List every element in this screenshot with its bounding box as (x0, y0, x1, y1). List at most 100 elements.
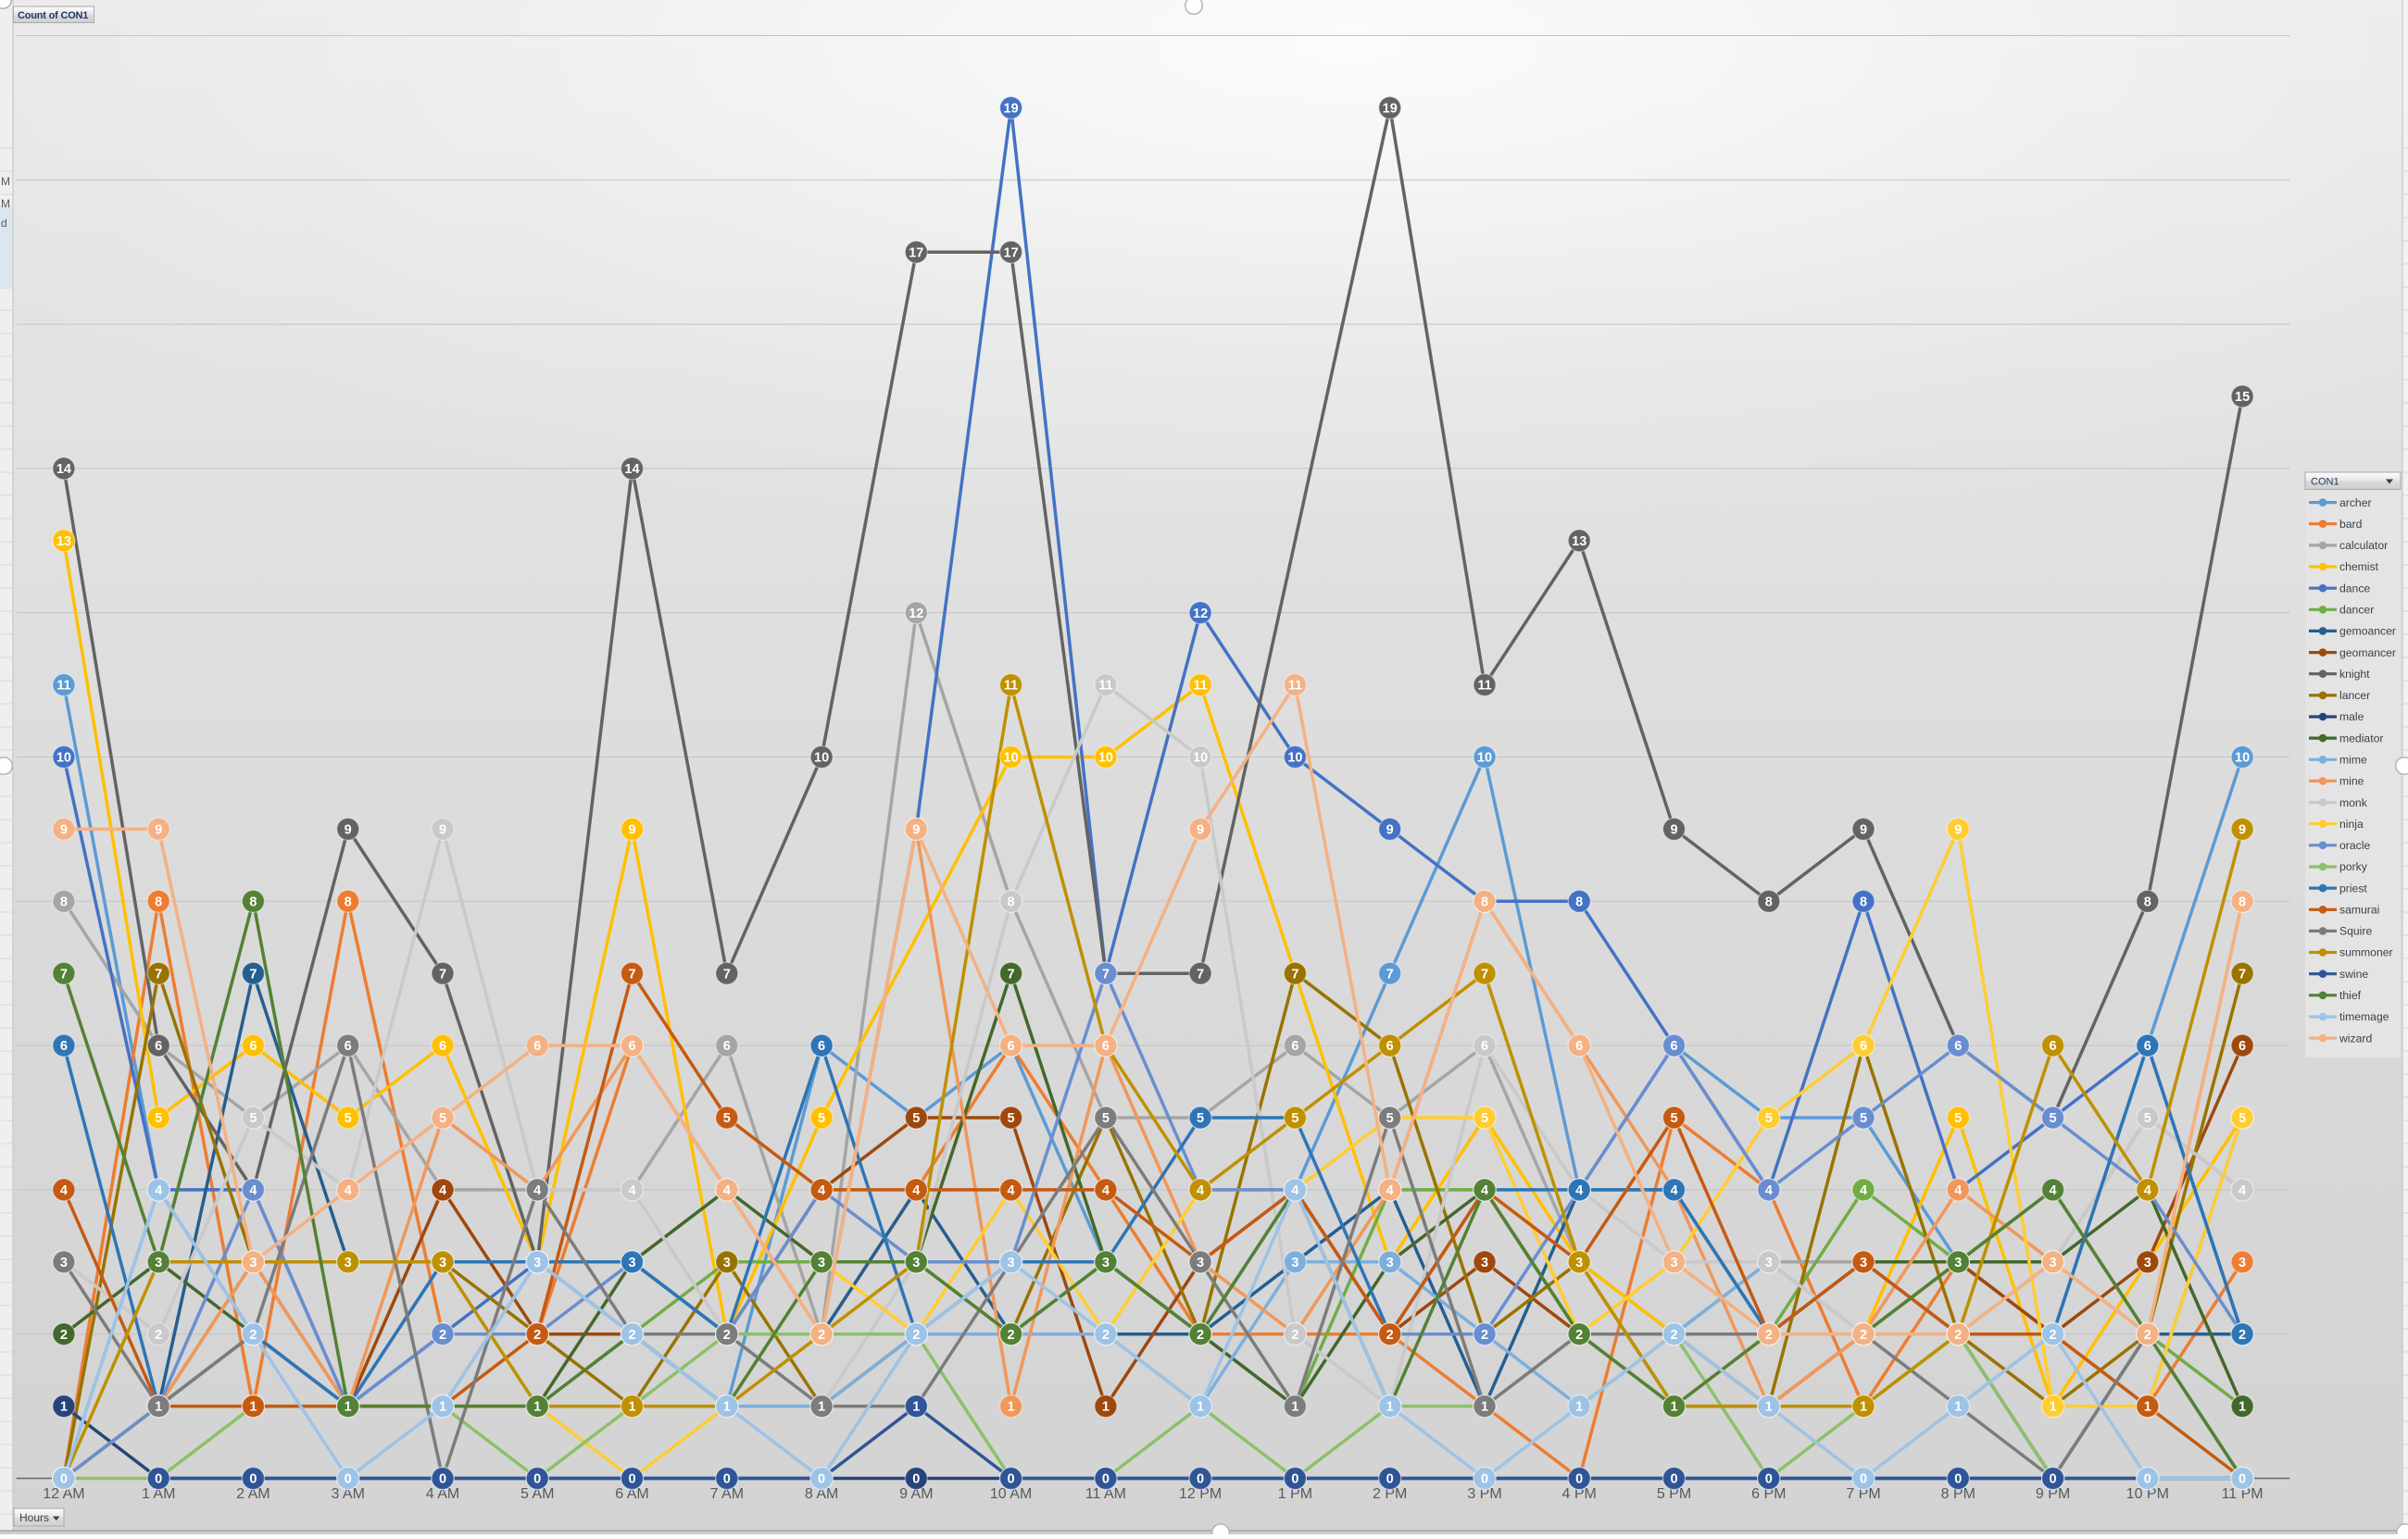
svg-text:8: 8 (1860, 895, 1867, 909)
svg-text:6: 6 (2239, 1039, 2246, 1054)
svg-text:11: 11 (1288, 679, 1302, 694)
svg-text:3 PM: 3 PM (1467, 1486, 1501, 1502)
svg-text:10: 10 (814, 751, 829, 766)
svg-text:3: 3 (1954, 1256, 1962, 1270)
svg-text:11: 11 (1477, 679, 1491, 694)
svg-text:2 PM: 2 PM (1373, 1486, 1407, 1502)
svg-text:Hours: Hours (19, 1511, 49, 1524)
svg-text:4: 4 (1670, 1183, 1677, 1198)
svg-text:7 PM: 7 PM (1846, 1486, 1880, 1502)
svg-text:17: 17 (909, 245, 923, 260)
svg-text:4: 4 (1102, 1183, 1110, 1198)
svg-text:dancer: dancer (2339, 604, 2374, 617)
svg-text:8: 8 (345, 895, 352, 909)
svg-text:5: 5 (249, 1111, 257, 1126)
svg-text:4: 4 (439, 1183, 446, 1198)
svg-text:5: 5 (1765, 1111, 1773, 1126)
svg-text:7: 7 (439, 967, 446, 982)
svg-text:mime: mime (2339, 754, 2367, 767)
svg-text:3: 3 (818, 1256, 825, 1270)
svg-text:2: 2 (439, 1328, 446, 1343)
svg-text:6: 6 (1291, 1039, 1298, 1054)
svg-text:5 AM: 5 AM (520, 1486, 554, 1502)
svg-text:1: 1 (2144, 1400, 2151, 1415)
svg-text:6: 6 (1575, 1039, 1583, 1054)
svg-text:Squire: Squire (2339, 925, 2372, 938)
svg-text:7: 7 (1386, 967, 1394, 982)
svg-text:0: 0 (912, 1472, 920, 1487)
svg-text:2: 2 (155, 1328, 162, 1343)
svg-text:8 PM: 8 PM (1941, 1486, 1975, 1502)
svg-text:1: 1 (1954, 1400, 1962, 1415)
svg-text:2: 2 (249, 1328, 257, 1343)
svg-text:CON1: CON1 (2311, 477, 2339, 488)
svg-text:2: 2 (1008, 1328, 1015, 1343)
svg-text:1 PM: 1 PM (1278, 1486, 1312, 1502)
svg-text:1: 1 (1386, 1400, 1394, 1415)
svg-text:3: 3 (912, 1256, 920, 1270)
svg-text:5: 5 (912, 1111, 920, 1126)
svg-text:6: 6 (1954, 1039, 1962, 1054)
svg-text:4: 4 (1481, 1183, 1488, 1198)
svg-text:0: 0 (818, 1472, 825, 1487)
svg-text:4: 4 (1860, 1183, 1867, 1198)
svg-text:3: 3 (1102, 1256, 1110, 1270)
svg-text:7: 7 (2239, 967, 2246, 982)
svg-text:6: 6 (1670, 1039, 1677, 1054)
svg-text:9: 9 (60, 823, 68, 838)
svg-text:2 AM: 2 AM (236, 1486, 270, 1502)
svg-text:0: 0 (345, 1472, 352, 1487)
svg-text:9: 9 (1197, 823, 1204, 838)
svg-text:0: 0 (155, 1472, 162, 1487)
svg-text:7: 7 (155, 967, 162, 982)
svg-text:0: 0 (533, 1472, 541, 1487)
svg-text:samurai: samurai (2339, 904, 2379, 917)
svg-text:19: 19 (1383, 102, 1398, 117)
svg-text:5: 5 (1291, 1111, 1298, 1126)
svg-text:5: 5 (1860, 1111, 1867, 1126)
svg-text:6: 6 (628, 1039, 635, 1054)
svg-text:3: 3 (2239, 1256, 2246, 1270)
svg-text:1: 1 (2239, 1400, 2246, 1415)
svg-text:11 PM: 11 PM (2222, 1486, 2264, 1502)
svg-text:5: 5 (723, 1111, 731, 1126)
svg-text:summoner: summoner (2339, 946, 2393, 959)
svg-text:5: 5 (2050, 1111, 2057, 1126)
svg-text:5: 5 (2144, 1111, 2151, 1126)
svg-text:1: 1 (60, 1400, 68, 1415)
svg-text:8: 8 (2144, 895, 2151, 909)
svg-text:2: 2 (1954, 1328, 1962, 1343)
svg-text:knight: knight (2339, 668, 2370, 681)
svg-text:2: 2 (2144, 1328, 2151, 1343)
svg-text:1: 1 (439, 1400, 446, 1415)
svg-text:10: 10 (1193, 751, 1208, 766)
svg-text:7: 7 (723, 967, 731, 982)
svg-text:4: 4 (2239, 1183, 2246, 1198)
svg-text:9: 9 (1670, 823, 1677, 838)
svg-text:8: 8 (249, 895, 257, 909)
svg-text:3: 3 (1197, 1256, 1204, 1270)
svg-text:4: 4 (818, 1183, 825, 1198)
svg-text:4: 4 (1386, 1183, 1394, 1198)
svg-text:0: 0 (2144, 1472, 2151, 1487)
svg-text:12: 12 (1193, 607, 1208, 621)
svg-text:7: 7 (1008, 967, 1015, 982)
svg-text:5: 5 (155, 1111, 162, 1126)
svg-text:1: 1 (249, 1400, 257, 1415)
svg-text:0: 0 (1954, 1472, 1962, 1487)
svg-text:3: 3 (1481, 1256, 1488, 1270)
svg-text:6: 6 (2144, 1039, 2151, 1054)
svg-text:6: 6 (1008, 1039, 1015, 1054)
svg-text:3: 3 (628, 1256, 635, 1270)
svg-text:3: 3 (439, 1256, 446, 1270)
svg-text:4: 4 (723, 1183, 731, 1198)
svg-text:5: 5 (439, 1111, 446, 1126)
svg-text:10: 10 (1477, 751, 1492, 766)
svg-text:2: 2 (912, 1328, 920, 1343)
svg-text:1: 1 (912, 1400, 920, 1415)
svg-text:archer: archer (2339, 496, 2372, 509)
svg-text:10: 10 (1287, 751, 1302, 766)
svg-text:2: 2 (1575, 1328, 1583, 1343)
svg-text:4: 4 (1008, 1183, 1015, 1198)
svg-text:9 PM: 9 PM (2036, 1486, 2070, 1502)
